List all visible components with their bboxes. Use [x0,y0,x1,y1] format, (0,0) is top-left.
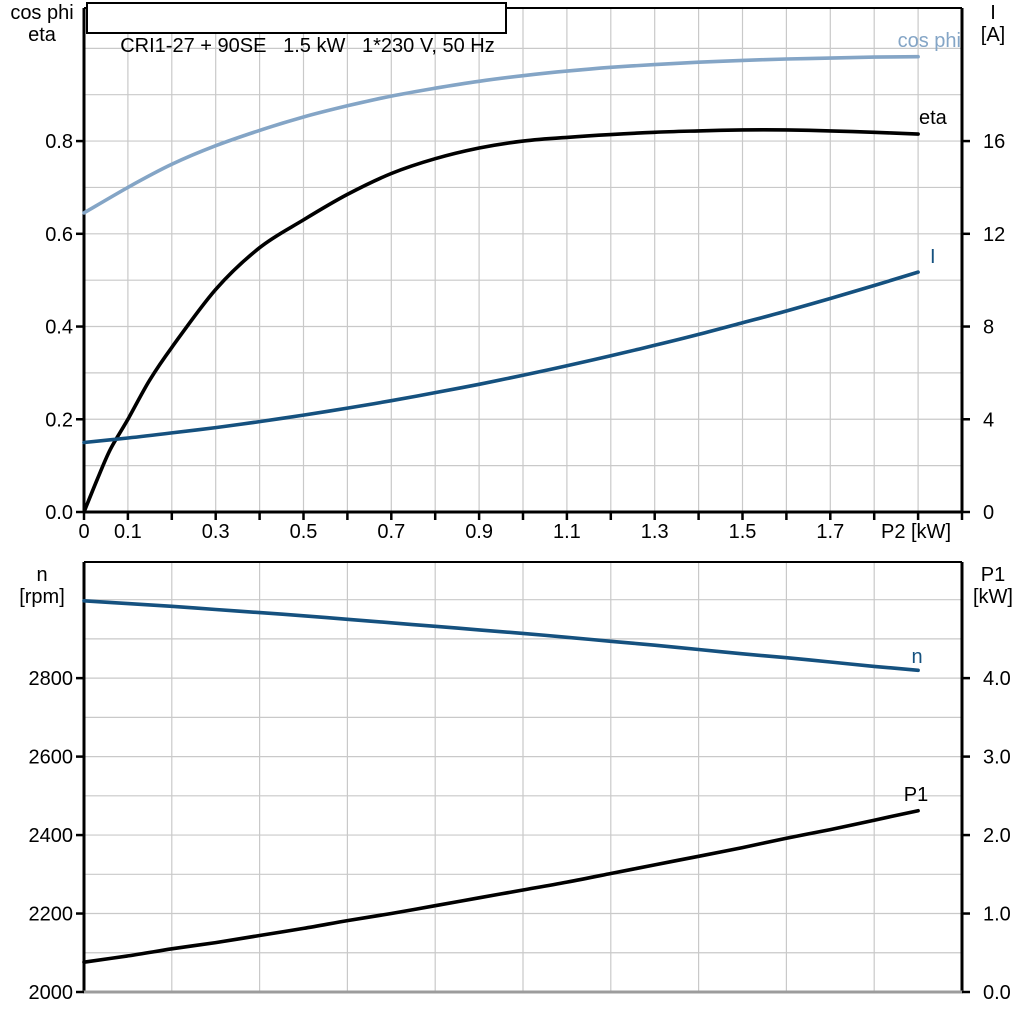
tick-label-right: 12 [983,224,1005,246]
top-chart: 0.0 0.2 0.4 0.6 0.8 0 4 8 12 16 0 0.1 0.3 0.5 0.7 0.9 1.… [45,7,1005,543]
tick-label-left: 0.2 [45,409,73,431]
tick-label-x: 0.5 [290,521,318,543]
tick-label-x: 0.1 [114,521,142,543]
curve-label-p1: P1 [904,784,928,806]
bottom-chart-right-axis-title: P1 [kW] [962,564,1024,608]
tick-label-left: 2400 [29,825,74,847]
curve-i [82,270,920,445]
x-axis-unit-label: P2 [kW] [881,521,951,543]
tick-label-right: 1.0 [983,904,1011,926]
curve-label-n: n [911,646,922,668]
tick-label-left: 2600 [29,747,74,769]
axis-title-line: [rpm] [19,586,65,608]
tick-label-x: 0.7 [377,521,405,543]
tick-label-right: 0 [983,502,994,524]
tick-label-right: 4 [983,409,994,431]
top-chart-right-axis-title: I [A] [962,2,1024,46]
curve-label-i: I [930,246,936,268]
tick-label-left: 0.4 [45,317,73,339]
curve-label-cos-phi: cos phi [898,30,961,52]
tick-label-right: 8 [983,317,994,339]
curve-n [82,599,920,673]
tick-label-x: 0.9 [465,521,493,543]
top-chart-left-axis-title: cos phi eta [0,2,84,46]
curve-cos-phi [82,54,920,215]
axis-title-line: n [36,564,48,586]
tick-label-right: 3.0 [983,747,1011,769]
bottom-chart-left-axis-title: n [rpm] [0,564,84,608]
tick-label-right: 0.0 [983,982,1011,1004]
tick-label-right: 2.0 [983,825,1011,847]
tick-label-x: 1.1 [553,521,581,543]
tick-label-x: 1.7 [816,521,844,543]
axis-title-line: cos phi [10,2,74,24]
axis-title-line: eta [28,24,56,46]
tick-label-left: 0.0 [45,502,73,524]
chart-title-box: CRI1-27 + 90SE 1.5 kW 1*230 V, 50 Hz [86,2,507,57]
axis-title-line: [kW] [973,586,1013,608]
tick-label-left: 2200 [29,904,74,926]
tick-label-x: 1.5 [729,521,757,543]
tick-label-right: 4.0 [983,668,1011,690]
curve-eta [82,128,920,514]
axis-title-line: [A] [980,24,1006,46]
tick-label-x: 1.3 [641,521,669,543]
axis-title-line: I [990,2,996,24]
tick-label-left: 2800 [29,668,74,690]
tick-label-left: 2000 [29,982,74,1004]
tick-label-x: 0 [78,521,89,543]
axis-title-line: P1 [980,564,1006,586]
curve-label-eta: eta [919,107,948,129]
curve-p1 [82,808,920,964]
bottom-chart: 2000 2200 2400 2600 2800 0.0 1.0 2.0 3.0 4.0 n P1 [29,561,1011,1004]
tick-label-right: 16 [983,131,1005,153]
tick-label-left: 0.8 [45,131,73,153]
tick-label-x: 0.3 [202,521,230,543]
chart-title: CRI1-27 + 90SE 1.5 kW 1*230 V, 50 Hz [120,35,495,57]
tick-label-left: 0.6 [45,224,73,246]
